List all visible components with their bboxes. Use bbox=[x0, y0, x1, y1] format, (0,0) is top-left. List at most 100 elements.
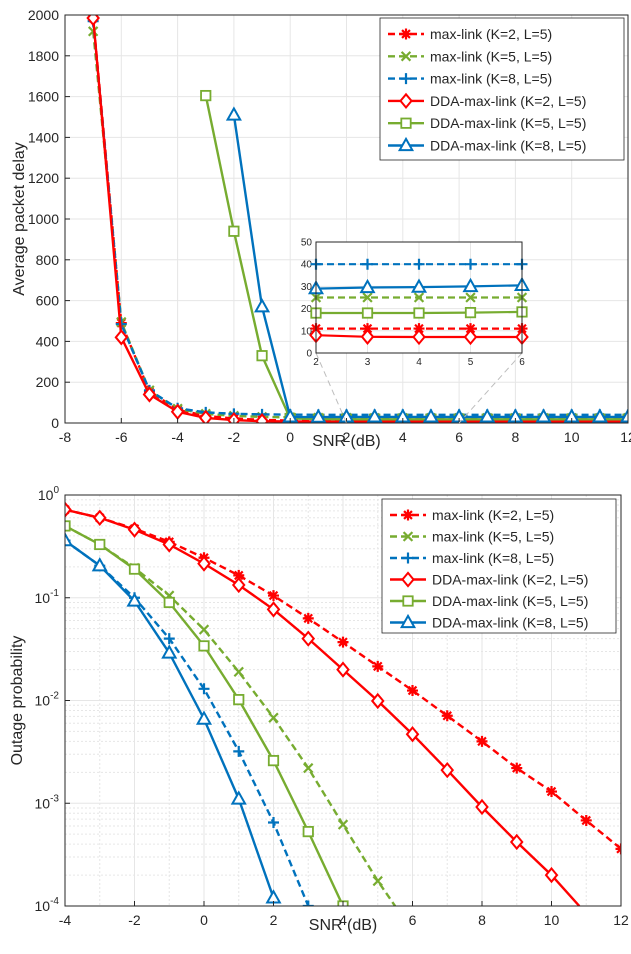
data-point bbox=[197, 555, 211, 572]
legend-box bbox=[379, 17, 625, 161]
data-point bbox=[440, 761, 455, 779]
legend-marker bbox=[399, 92, 413, 110]
legend-entry: DDA-max-link (K=5, L=5) bbox=[388, 115, 586, 131]
x-tick-label: 6 bbox=[409, 912, 417, 928]
legend-label: max-link (K=5, L=5) bbox=[430, 48, 552, 64]
legend-entry: DDA-max-link (K=8, L=5) bbox=[390, 613, 588, 631]
legend-entry: max-link (K=2, L=5) bbox=[388, 26, 552, 42]
data-point bbox=[268, 590, 279, 602]
data-point bbox=[372, 875, 383, 887]
data-point bbox=[268, 816, 279, 828]
x-axis-label: SNR (dB) bbox=[312, 433, 380, 450]
legend-label: DDA-max-link (K=5, L=5) bbox=[432, 593, 588, 609]
inset-data-point bbox=[413, 323, 425, 335]
legend-marker bbox=[400, 51, 412, 62]
inset-data-point bbox=[360, 328, 375, 345]
inset-data-point bbox=[361, 307, 374, 319]
legend-marker bbox=[400, 73, 412, 85]
data-point bbox=[233, 745, 245, 757]
inset-y-tick-label: 10 bbox=[301, 326, 313, 337]
inset-data-point bbox=[362, 292, 373, 303]
y-tick-label: 800 bbox=[36, 252, 60, 268]
inset-x-tick-label: 6 bbox=[519, 357, 525, 368]
delay-chart: -8-6-4-202468101202004006008001000120014… bbox=[11, 7, 631, 450]
legend-entry: DDA-max-link (K=2, L=5) bbox=[388, 92, 586, 110]
x-tick-label: 2 bbox=[343, 429, 351, 445]
x-tick-label: -2 bbox=[128, 912, 141, 928]
data-point bbox=[303, 762, 314, 774]
legend-label: DDA-max-link (K=5, L=5) bbox=[430, 115, 586, 131]
data-point bbox=[509, 833, 524, 851]
y-tick-base: 10 bbox=[35, 898, 51, 914]
y-tick-label: 1000 bbox=[28, 211, 59, 227]
series-line bbox=[65, 508, 581, 906]
inset-data-point bbox=[410, 278, 428, 293]
data-point bbox=[162, 536, 177, 553]
inset-data-point bbox=[465, 258, 476, 270]
x-tick-label: 8 bbox=[512, 429, 520, 445]
inset-chart: 2 3 4 5 6 0 10 20 30 40 50 bbox=[301, 238, 531, 424]
inset-y-tick-label: 30 bbox=[301, 282, 313, 293]
data-point bbox=[127, 521, 142, 538]
legend-marker bbox=[399, 613, 417, 629]
y-tick-exponent: -3 bbox=[50, 793, 59, 804]
data-point bbox=[142, 386, 157, 403]
data-point bbox=[337, 819, 349, 830]
data-point bbox=[163, 596, 175, 609]
series-5 bbox=[225, 106, 628, 423]
data-point bbox=[256, 350, 268, 362]
y-tick-exponent: -1 bbox=[50, 588, 59, 599]
data-point bbox=[65, 520, 71, 532]
y-tick-label: 10-2 bbox=[35, 691, 60, 709]
data-point bbox=[372, 660, 384, 672]
y-tick-label: 10-4 bbox=[35, 896, 60, 914]
data-point bbox=[94, 538, 106, 551]
data-point bbox=[92, 509, 107, 526]
x-tick-label: -4 bbox=[171, 429, 184, 445]
series-3 bbox=[65, 501, 581, 906]
y-tick-label: 1200 bbox=[28, 170, 59, 186]
x-tick-label: 8 bbox=[478, 912, 486, 928]
grid bbox=[64, 495, 622, 907]
y-tick-base: 10 bbox=[35, 693, 51, 709]
legend-marker bbox=[401, 571, 415, 588]
data-point bbox=[310, 408, 327, 423]
legend-entry: max-link (K=2, L=5) bbox=[390, 507, 554, 523]
data-point bbox=[302, 612, 314, 624]
inset-data-point bbox=[359, 278, 376, 294]
data-point bbox=[198, 409, 213, 423]
inset-series-2 bbox=[310, 258, 528, 270]
data-point bbox=[511, 762, 523, 774]
x-tick-label: 4 bbox=[399, 429, 407, 445]
y-axis-label: Outage probability bbox=[9, 636, 26, 766]
legend-label: DDA-max-link (K=2, L=5) bbox=[432, 572, 588, 588]
data-point bbox=[268, 712, 279, 723]
inset-data-point bbox=[465, 323, 476, 335]
data-point bbox=[65, 531, 74, 547]
data-point bbox=[233, 694, 245, 706]
y-tick-base: 10 bbox=[38, 487, 54, 503]
legend-label: DDA-max-link (K=2, L=5) bbox=[430, 93, 586, 109]
inset-y-tick-label: 20 bbox=[301, 304, 313, 315]
data-point bbox=[163, 633, 175, 645]
inset-x-tick-label: 5 bbox=[468, 357, 474, 368]
data-point bbox=[591, 408, 608, 423]
legend-entry: DDA-max-link (K=2, L=5) bbox=[390, 571, 588, 588]
legend-label: DDA-max-link (K=8, L=5) bbox=[430, 138, 586, 154]
inset-connector bbox=[458, 352, 523, 424]
y-tick-label: 1600 bbox=[28, 89, 59, 105]
data-point bbox=[230, 790, 247, 805]
data-point bbox=[195, 710, 213, 725]
inset-data-point bbox=[413, 307, 425, 319]
legend-entry: DDA-max-link (K=8, L=5) bbox=[388, 136, 586, 154]
inset-data-point bbox=[464, 306, 477, 319]
data-point bbox=[87, 26, 99, 37]
legend-label: max-link (K=8, L=5) bbox=[430, 71, 552, 87]
inset-x-tick-label: 2 bbox=[313, 357, 319, 368]
legend-label: max-link (K=8, L=5) bbox=[432, 550, 554, 566]
y-axis-label: Average packet delay bbox=[11, 142, 28, 296]
y-tick-label: 100 bbox=[38, 485, 60, 503]
legend-marker bbox=[400, 28, 412, 40]
